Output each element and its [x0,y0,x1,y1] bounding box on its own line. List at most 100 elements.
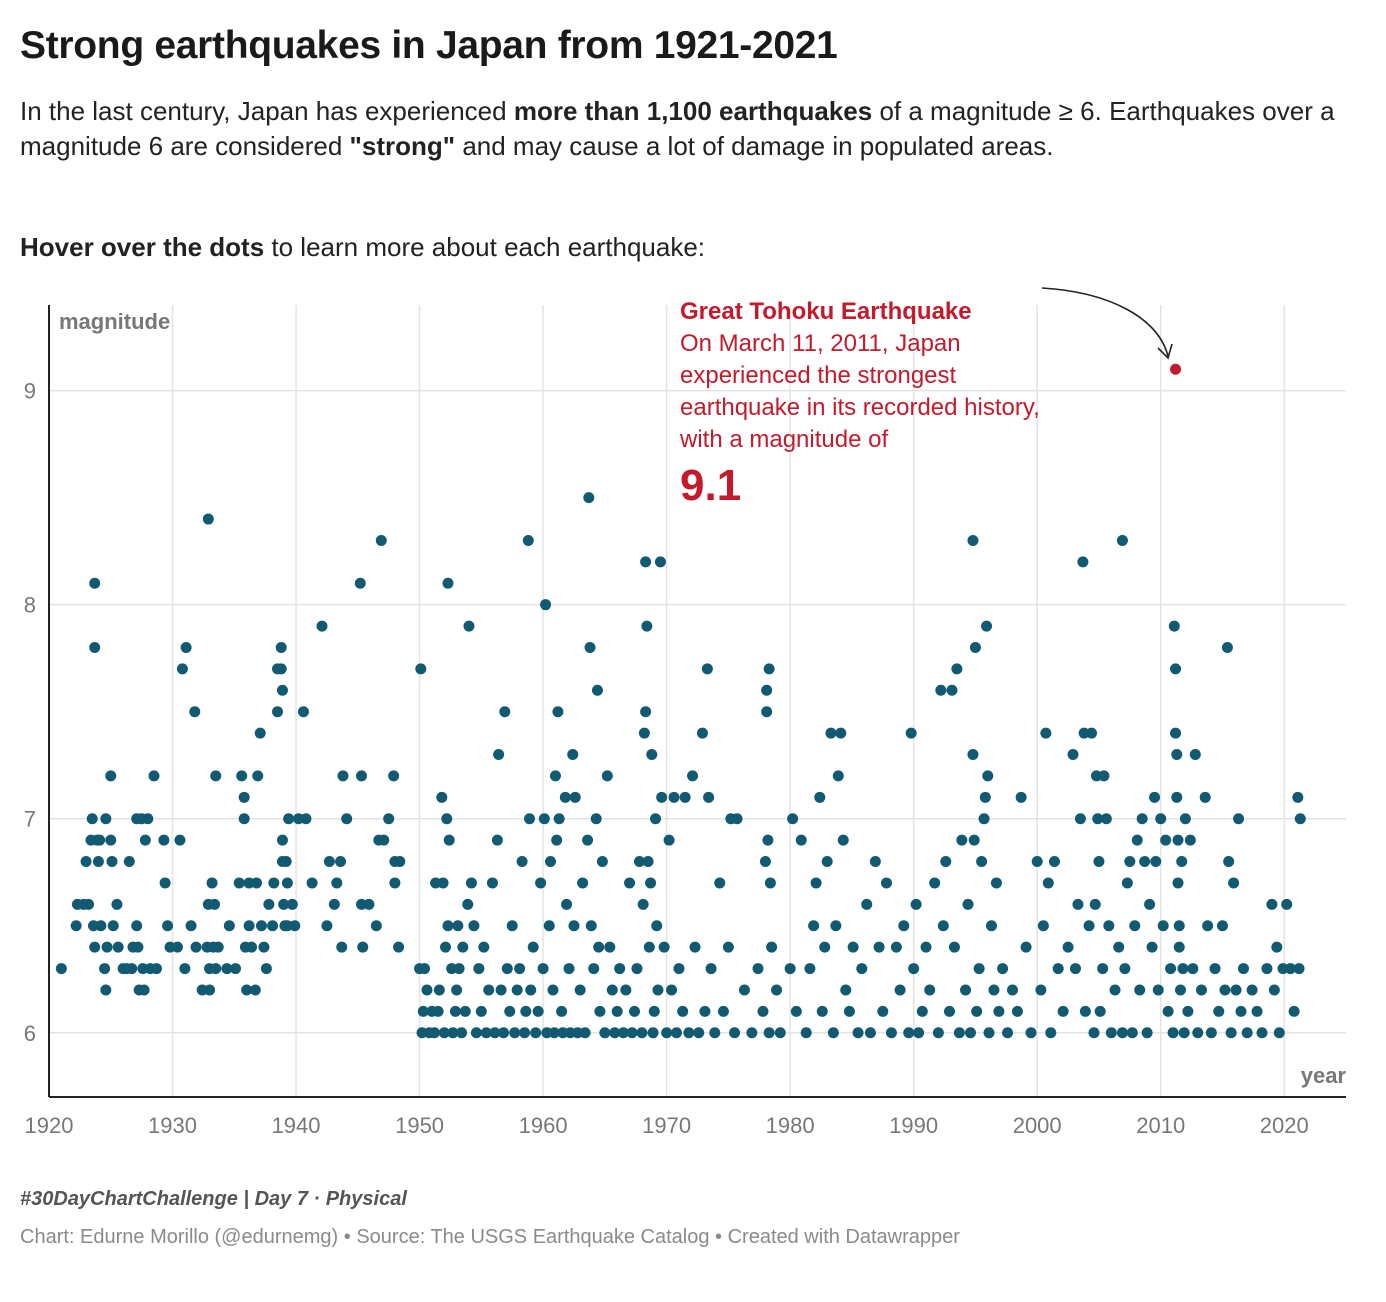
earthquake-dot [647,1027,659,1039]
earthquake-dot [763,663,775,675]
earthquake-dot [585,920,597,932]
chart-credit: Chart: Edurne Morillo (@edurnemg) • Sour… [20,1226,960,1248]
earthquake-dot [212,941,224,953]
earthquake-dot [631,963,643,975]
earthquake-dot [468,920,480,932]
earthquake-dot [202,513,214,525]
earthquake-dot [656,791,668,803]
earthquake-dot [370,920,382,932]
earthquake-dot [473,963,485,975]
earthquake-dot [1093,856,1105,868]
earthquake-dot [548,1027,560,1039]
earthquake-dot [321,920,333,932]
earthquake-dot [478,941,490,953]
earthquake-dot [281,877,293,889]
x-tick-label: 1960 [519,1113,568,1138]
earthquake-dot [920,941,932,953]
earthquake-dot [640,706,652,718]
earthquake-dot [495,984,507,996]
earthquake-dot [953,1027,965,1039]
earthquake-dot [1015,791,1027,803]
earthquake-dot [940,856,952,868]
earthquake-dot [522,534,534,546]
earthquake-dot [459,1005,471,1017]
earthquake-dot [877,1005,889,1017]
y-tick-label: 9 [24,379,36,404]
intro-text-part: of a magnitude ≥ 6. Earthquakes over a m… [20,96,1335,161]
earthquake-dot [1268,984,1280,996]
earthquake-dot [1173,920,1185,932]
earthquake-dot [331,877,343,889]
earthquake-dot [440,941,452,953]
earthquake-dot [738,984,750,996]
earthquake-dot [651,920,663,932]
earthquake-dot [179,963,191,975]
earthquake-dot [100,813,112,825]
earthquake-dot [336,941,348,953]
earthquake-dot [624,877,636,889]
earthquake-dot [449,1005,461,1017]
earthquake-dot [491,834,503,846]
earthquake-dot [932,1027,944,1039]
earthquake-dot [810,877,822,889]
earthquake-dot [705,963,717,975]
earthquake-dot [641,620,653,632]
earthquake-dot [89,941,101,953]
annotation-value: 9.1 [680,461,742,510]
x-axis-label: year [1301,1063,1347,1088]
earthquake-dot [661,1027,673,1039]
earthquake-dot [956,834,968,846]
earthquake-dot [462,898,474,910]
annotation-body: On March 11, 2011, Japan experienced the… [680,330,1040,453]
earthquake-dot [176,663,188,675]
earthquake-dot [990,877,1002,889]
earthquake-dot [243,920,255,932]
earthquake-dot [880,877,892,889]
earthquake-dot [1192,1027,1204,1039]
earthquake-dot [190,941,202,953]
earthquake-dot [774,1027,786,1039]
annotation-arrow [1041,287,1169,357]
earthquake-dot [832,770,844,782]
earthquake-dot [105,834,117,846]
hover-prompt: Hover over the dots to learn more about … [20,230,705,265]
earthquake-dot [241,984,253,996]
earthquake-dot [714,877,726,889]
earthquake-dot [948,941,960,953]
earthquake-dot [506,920,518,932]
y-tick-label: 6 [24,1021,36,1046]
earthquake-dot [1256,1027,1268,1039]
earthquake-dot [1174,984,1186,996]
earthquake-dot [729,1027,741,1039]
earthquake-dot [99,963,111,975]
earthquake-dot [1057,1005,1069,1017]
earthquake-dot [236,770,248,782]
earthquake-dot [504,1005,516,1017]
earthquake-dot [1089,898,1101,910]
earthquake-dot [421,984,433,996]
x-tick-label: 1980 [766,1113,815,1138]
earthquake-dot [83,898,95,910]
earthquake-dot [819,941,831,953]
earthquake-dot [438,1027,450,1039]
earthquake-dot [1293,963,1305,975]
earthquake-dot [246,941,258,953]
earthquake-dot [582,834,594,846]
earthquake-dot [437,877,449,889]
earthquake-dot [1237,963,1249,975]
earthquake-dot [463,620,475,632]
earthquake-dot [606,984,618,996]
earthquake-dot [1284,963,1296,975]
earthquake-dot [976,856,988,868]
earthquake-dot [433,984,445,996]
earthquake-dot [499,706,511,718]
earthquake-dot [759,856,771,868]
earthquake-dot [856,963,868,975]
earthquake-dot [795,834,807,846]
earthquake-dot [1052,963,1064,975]
earthquake-dot [636,1027,648,1039]
earthquake-dot [671,1027,683,1039]
earthquake-dot [771,984,783,996]
earthquake-dot [538,813,550,825]
